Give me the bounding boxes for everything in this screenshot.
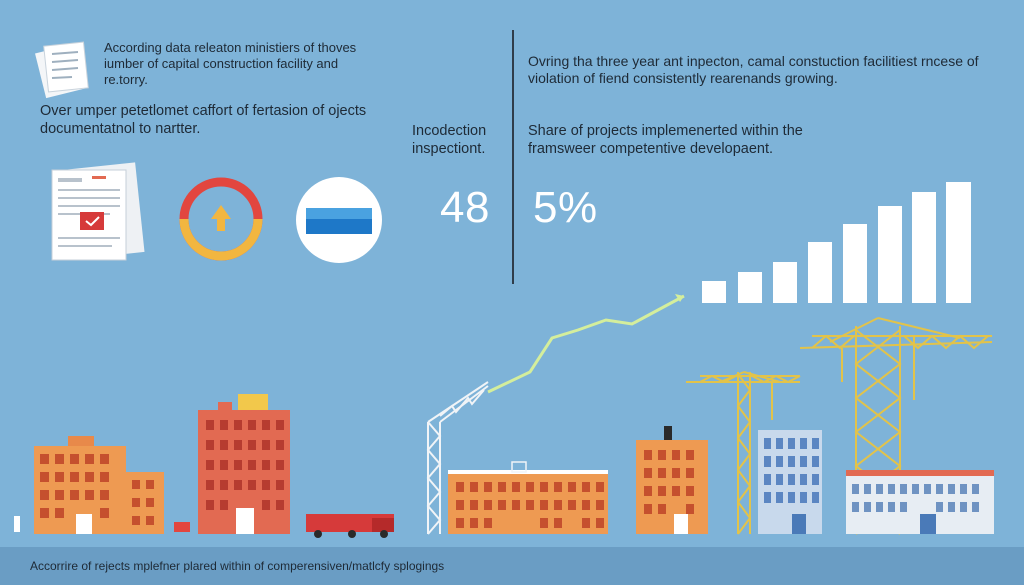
red-building	[198, 394, 290, 534]
orange-building-center	[448, 461, 608, 534]
orange-building-right	[636, 426, 708, 534]
documents-icon	[51, 162, 145, 261]
growth-bar	[946, 182, 971, 303]
crane-middle	[686, 371, 801, 535]
stat-label-share: Share of projects implemenerted within t…	[528, 123, 803, 157]
donut-chart-icon	[179, 177, 263, 261]
growth-bar	[843, 224, 867, 303]
sub-text-left: Over umper petetlomet caffort of fertasi…	[40, 103, 367, 137]
intro-text-left: According data releaton ministiers of th…	[104, 40, 357, 87]
growth-bar	[808, 242, 832, 303]
growth-bar	[773, 262, 797, 303]
vertical-divider	[512, 30, 514, 284]
growth-bars	[702, 182, 971, 303]
vehicles	[14, 514, 394, 538]
footer-bar: Accorrire of rejects mplefner plared wit…	[0, 547, 1024, 585]
growth-bar	[878, 206, 902, 303]
stat-value-inspection: 48	[440, 183, 490, 232]
crane-left	[426, 381, 489, 535]
blue-building	[758, 430, 822, 534]
orange-building-left	[34, 436, 164, 534]
stat-value-share: 5%	[533, 183, 598, 232]
stat-label-inspection: Incodection inspectiont.	[412, 123, 487, 157]
footer-text: Accorrire of rejects mplefner plared wit…	[30, 559, 445, 573]
small-documents-icon	[35, 41, 89, 99]
illustration	[14, 41, 994, 538]
flag-badge-icon	[296, 177, 382, 263]
growth-bar	[702, 281, 726, 303]
growth-bar	[912, 192, 936, 303]
intro-text-right: Ovring tha three year ant inpecton, cama…	[528, 53, 979, 87]
growth-bar	[738, 272, 762, 303]
trend-line	[487, 294, 685, 394]
white-building-right	[846, 470, 994, 534]
